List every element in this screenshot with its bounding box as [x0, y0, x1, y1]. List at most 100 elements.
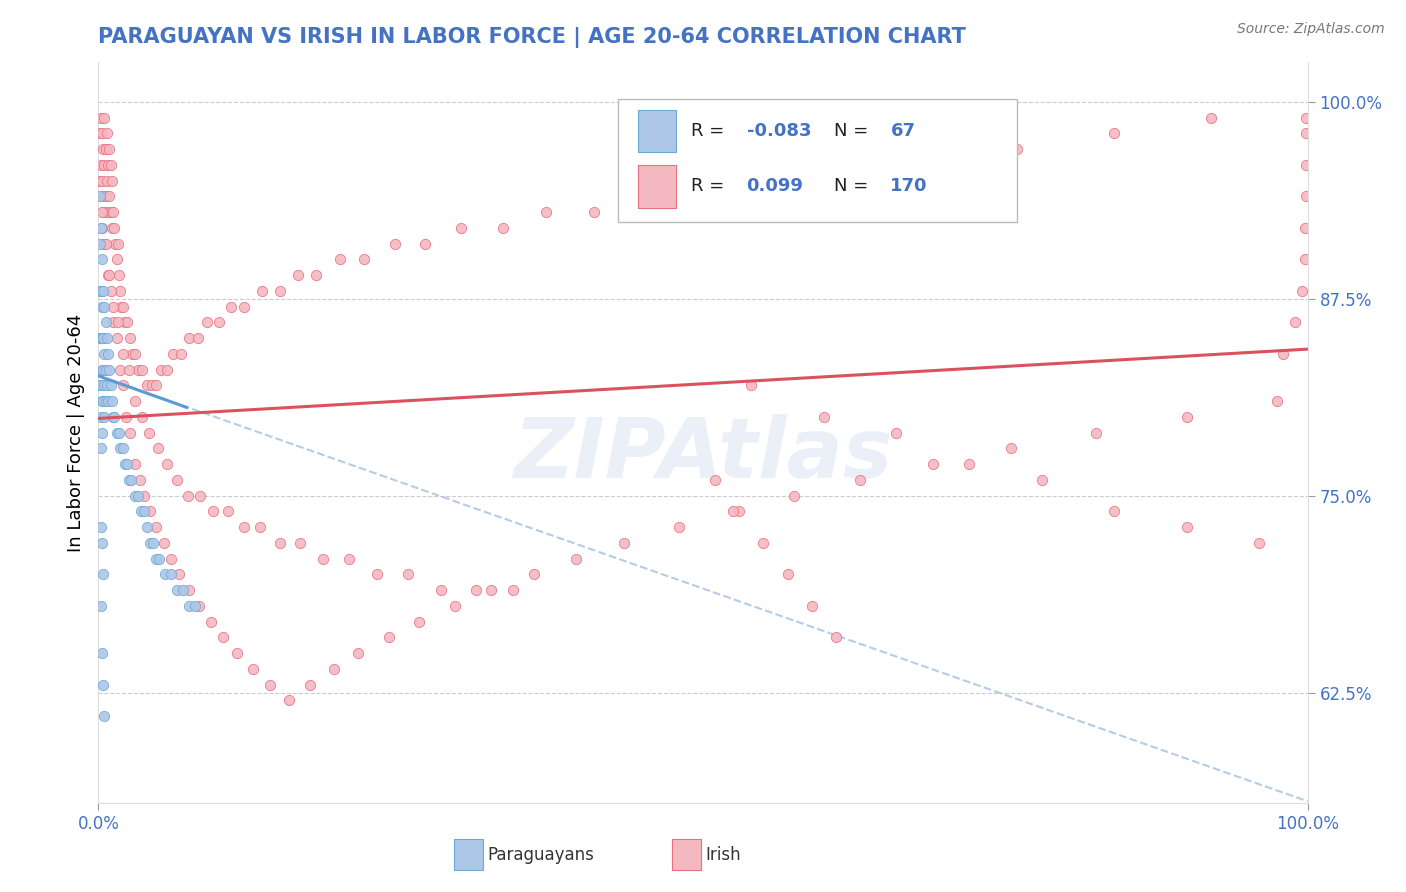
Point — [208, 315, 231, 329]
Point — [91, 331, 114, 345]
Point — [118, 331, 141, 345]
Point — [837, 173, 859, 187]
Point — [187, 599, 209, 613]
Point — [97, 205, 120, 219]
Point — [93, 709, 115, 723]
Point — [91, 189, 114, 203]
Point — [114, 315, 136, 329]
Text: R =: R = — [690, 178, 730, 195]
Point — [156, 457, 179, 471]
Point — [217, 504, 239, 518]
Text: Source: ZipAtlas.com: Source: ZipAtlas.com — [1237, 22, 1385, 37]
Point — [129, 504, 152, 518]
Point — [1284, 315, 1306, 329]
Point — [93, 205, 115, 219]
Point — [523, 567, 546, 582]
Point — [90, 520, 112, 534]
Point — [232, 300, 254, 314]
Point — [91, 252, 114, 267]
Point — [1175, 409, 1198, 424]
Point — [464, 583, 486, 598]
Point — [278, 693, 301, 707]
Point — [97, 394, 120, 409]
Point — [124, 489, 146, 503]
Point — [287, 268, 309, 282]
Point — [94, 236, 117, 251]
Point — [166, 583, 188, 598]
Point — [141, 378, 163, 392]
Point — [160, 551, 183, 566]
Point — [1272, 347, 1295, 361]
Point — [135, 378, 157, 392]
Point — [250, 284, 273, 298]
FancyBboxPatch shape — [454, 839, 482, 871]
Point — [849, 473, 872, 487]
Point — [740, 378, 762, 392]
Point — [195, 315, 218, 329]
Point — [89, 126, 111, 140]
Point — [323, 662, 346, 676]
Point — [377, 631, 399, 645]
Point — [145, 520, 167, 534]
Point — [91, 331, 114, 345]
Point — [117, 457, 139, 471]
Point — [97, 347, 120, 361]
Point — [184, 599, 207, 613]
Point — [89, 284, 111, 298]
FancyBboxPatch shape — [638, 165, 676, 208]
Point — [100, 394, 122, 409]
Point — [94, 315, 117, 329]
Point — [249, 520, 271, 534]
Point — [1294, 220, 1316, 235]
Point — [384, 236, 406, 251]
Point — [91, 220, 114, 235]
Point — [94, 142, 117, 156]
Point — [765, 189, 787, 203]
Point — [177, 489, 200, 503]
Point — [957, 457, 980, 471]
Point — [118, 425, 141, 440]
Point — [1295, 189, 1317, 203]
Point — [212, 631, 235, 645]
Point — [153, 567, 176, 582]
Point — [98, 362, 121, 376]
Point — [166, 473, 188, 487]
Point — [93, 111, 115, 125]
Point — [94, 362, 117, 376]
Point — [114, 457, 136, 471]
Point — [89, 236, 111, 251]
Point — [179, 599, 201, 613]
Point — [145, 378, 167, 392]
Text: Irish: Irish — [706, 846, 741, 863]
Point — [104, 236, 127, 251]
Point — [89, 378, 111, 392]
Point — [98, 189, 121, 203]
Point — [259, 678, 281, 692]
Point — [101, 315, 124, 329]
Point — [728, 504, 751, 518]
Point — [101, 300, 124, 314]
Point — [429, 583, 451, 598]
Point — [139, 504, 162, 518]
Point — [162, 347, 184, 361]
Point — [98, 268, 121, 282]
Point — [1267, 394, 1289, 409]
Point — [134, 504, 156, 518]
Point — [139, 536, 162, 550]
Point — [366, 567, 388, 582]
Point — [408, 615, 430, 629]
Point — [91, 678, 114, 692]
Point — [169, 567, 191, 582]
Point — [97, 158, 120, 172]
Point — [93, 236, 115, 251]
Point — [290, 536, 312, 550]
Point — [1294, 252, 1316, 267]
Point — [124, 457, 146, 471]
Point — [444, 599, 467, 613]
Text: N =: N = — [834, 178, 873, 195]
Point — [107, 315, 129, 329]
Point — [91, 394, 114, 409]
Point — [91, 300, 114, 314]
Point — [704, 473, 727, 487]
Point — [107, 236, 129, 251]
